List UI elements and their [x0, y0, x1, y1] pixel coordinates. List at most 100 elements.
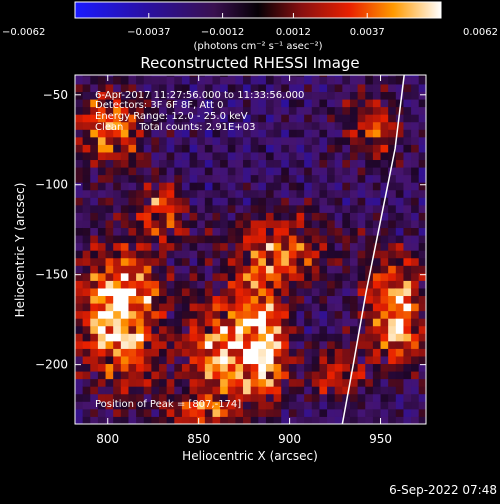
heatmap-cell: [113, 174, 122, 183]
heatmap-cell: [311, 227, 321, 236]
heatmap-cell: [380, 363, 389, 372]
heatmap-cell: [227, 416, 236, 424]
heatmap-cell: [113, 280, 122, 289]
heatmap-cell: [82, 106, 91, 115]
heatmap-cell: [418, 393, 426, 402]
heatmap-cell: [220, 76, 229, 85]
y-tick-label: −150: [35, 268, 68, 282]
heatmap-cell: [319, 106, 328, 115]
heatmap-cell: [243, 204, 252, 213]
heatmap-cell: [365, 159, 374, 168]
heatmap-cell: [197, 318, 206, 327]
heatmap-cell: [327, 159, 336, 168]
heatmap-cell: [395, 144, 405, 153]
heatmap-cell: [327, 242, 336, 251]
heatmap-cell: [334, 287, 343, 297]
heatmap-cell: [105, 280, 114, 289]
heatmap-cell: [304, 386, 313, 395]
heatmap-cell: [349, 91, 359, 100]
heatmap-cell: [90, 121, 99, 130]
heatmap-cell: [327, 340, 336, 349]
heatmap-cell: [281, 325, 290, 334]
heatmap-cell: [189, 189, 198, 198]
heatmap-cell: [159, 99, 168, 108]
heatmap-cell: [227, 235, 236, 244]
heatmap-cell: [304, 151, 313, 161]
heatmap-cell: [189, 182, 198, 191]
heatmap-cell: [243, 75, 252, 77]
heatmap-cell: [212, 144, 221, 153]
heatmap-cell: [235, 310, 244, 319]
heatmap-cell: [296, 325, 305, 334]
heatmap-cell: [227, 265, 236, 274]
heatmap-cell: [311, 348, 321, 357]
heatmap-cell: [327, 219, 336, 229]
heatmap-cell: [82, 272, 91, 281]
heatmap-cell: [82, 182, 91, 191]
heatmap-cell: [281, 129, 290, 138]
heatmap-cell: [258, 303, 267, 312]
heatmap-cell: [90, 114, 99, 123]
heatmap-cell: [258, 83, 267, 93]
heatmap-cell: [97, 310, 107, 319]
heatmap-cell: [403, 272, 412, 281]
heatmap-cell: [105, 204, 114, 213]
heatmap-cell: [189, 159, 198, 168]
heatmap-cell: [227, 76, 236, 85]
heatmap-cell: [342, 227, 351, 236]
heatmap-cell: [113, 106, 122, 115]
heatmap-cell: [136, 197, 145, 206]
heatmap-cell: [105, 212, 114, 221]
heatmap-cell: [159, 83, 168, 93]
heatmap-cell: [372, 114, 382, 123]
heatmap-cell: [220, 257, 229, 266]
heatmap-cell: [250, 378, 259, 387]
heatmap-cell: [281, 363, 290, 372]
heatmap-cell: [174, 91, 183, 100]
heatmap-cell: [273, 280, 282, 289]
heatmap-cell: [357, 189, 366, 198]
heatmap-cell: [105, 91, 114, 100]
heatmap-cell: [151, 272, 160, 281]
heatmap-cell: [159, 318, 168, 327]
heatmap-cell: [418, 106, 426, 115]
heatmap-cell: [311, 401, 321, 410]
heatmap-cell: [349, 318, 359, 327]
heatmap-cell: [296, 378, 305, 387]
heatmap-cell: [365, 250, 374, 259]
heatmap-cell: [296, 114, 305, 123]
heatmap-cell: [319, 174, 328, 183]
heatmap-cell: [243, 114, 252, 123]
heatmap-cell: [403, 76, 412, 85]
heatmap-cell: [197, 340, 206, 349]
heatmap-cell: [212, 363, 221, 372]
heatmap-cell: [288, 189, 298, 198]
heatmap-cell: [235, 167, 244, 176]
heatmap-cell: [388, 167, 397, 176]
heatmap-cell: [281, 114, 290, 123]
heatmap-cell: [273, 235, 282, 244]
heatmap-cell: [334, 197, 343, 206]
heatmap-cell: [105, 144, 114, 153]
heatmap-cell: [174, 182, 183, 191]
heatmap-cell: [365, 189, 374, 198]
heatmap-cell: [304, 197, 313, 206]
heatmap-cell: [204, 257, 214, 266]
heatmap-cell: [288, 287, 298, 297]
heatmap-cell: [136, 129, 145, 138]
heatmap-cell: [403, 393, 412, 402]
heatmap-cell: [273, 144, 282, 153]
heatmap-cell: [181, 189, 191, 198]
heatmap-cell: [411, 197, 420, 206]
heatmap-cell: [174, 114, 183, 123]
heatmap-cell: [243, 386, 252, 395]
heatmap-cell: [327, 235, 336, 244]
heatmap-cell: [342, 303, 351, 312]
heatmap-cell: [204, 167, 214, 176]
heatmap-cell: [159, 265, 168, 274]
heatmap-cell: [82, 295, 91, 304]
heatmap-cell: [128, 189, 137, 198]
heatmap-cell: [365, 257, 374, 266]
heatmap-cell: [227, 99, 236, 108]
heatmap-cell: [258, 408, 267, 417]
